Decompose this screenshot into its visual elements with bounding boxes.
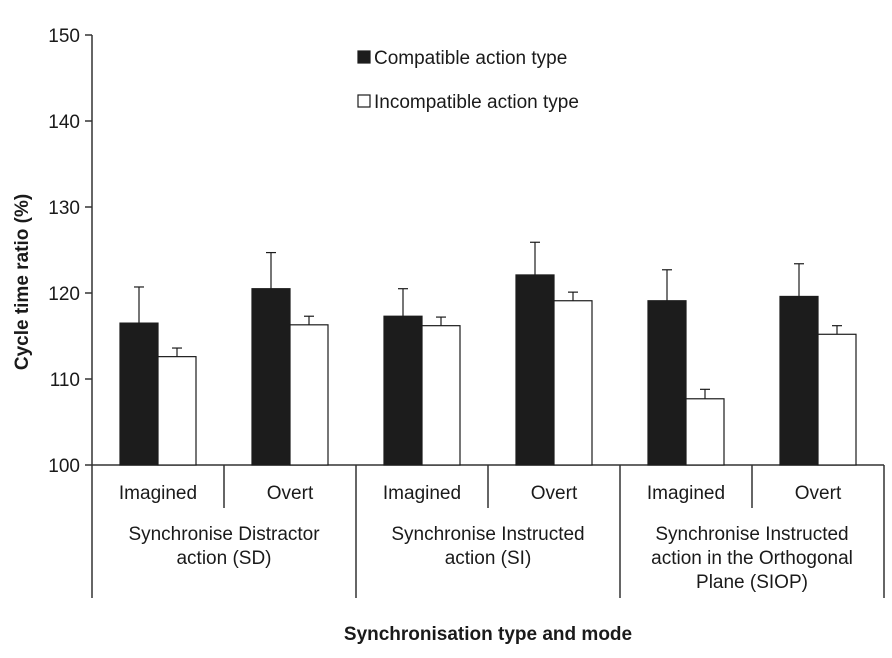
- bar-incompatible: [553, 300, 593, 466]
- y-tick-label: 110: [50, 370, 80, 391]
- subcategory-label: Overt: [795, 483, 842, 504]
- group-label: action (SI): [445, 548, 532, 569]
- subcategory-label: Overt: [267, 483, 314, 504]
- group-label: Plane (SIOP): [696, 572, 808, 593]
- y-axis-title: Cycle time ratio (%): [12, 194, 33, 370]
- bar-compatible: [383, 315, 423, 466]
- bar-compatible: [779, 295, 819, 466]
- category-labels: Imagined Overt Synchronise Distractor actio…: [119, 483, 853, 593]
- bar-incompatible: [289, 324, 329, 466]
- legend: Compatible action type Incompatible actio…: [357, 48, 579, 113]
- y-tick-label: 140: [48, 112, 80, 133]
- y-tick-label: 150: [48, 26, 80, 47]
- bar-incompatible: [817, 333, 857, 466]
- subcategory-label: Imagined: [383, 483, 461, 504]
- group-label: action (SD): [176, 548, 271, 569]
- y-tick-label: 100: [48, 456, 80, 477]
- subcategory-label: Overt: [531, 483, 578, 504]
- x-axis-title: Synchronisation type and mode: [344, 624, 632, 645]
- legend-swatch-incompatible: [357, 94, 371, 108]
- legend-label: Compatible action type: [374, 48, 567, 69]
- y-tick-label: 120: [48, 284, 80, 305]
- group-label: Synchronise Instructed: [655, 524, 848, 545]
- bar-incompatible: [157, 356, 197, 466]
- bar-compatible: [515, 274, 555, 466]
- legend-swatch-compatible: [357, 50, 371, 64]
- bar-incompatible: [421, 325, 461, 466]
- group-label: Synchronise Distractor: [128, 524, 320, 545]
- group-label: Synchronise Instructed: [391, 524, 584, 545]
- bar-compatible: [647, 300, 687, 466]
- subcategory-label: Imagined: [119, 483, 197, 504]
- bar-compatible: [119, 322, 159, 466]
- legend-label: Incompatible action type: [374, 92, 579, 113]
- subcategory-label: Imagined: [647, 483, 725, 504]
- y-tick-label: 130: [48, 198, 80, 219]
- axes: 100 110 120 130 140 150: [48, 26, 885, 598]
- bar-incompatible: [685, 398, 725, 466]
- bars: [119, 241, 857, 466]
- group-label: action in the Orthogonal: [651, 548, 853, 569]
- bar-compatible: [251, 288, 291, 466]
